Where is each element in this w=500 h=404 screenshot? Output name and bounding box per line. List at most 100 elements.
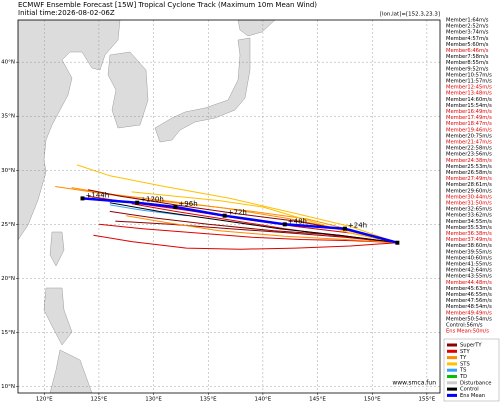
member-entry: Member13:48m/s <box>446 91 492 97</box>
ens-mean-point <box>395 240 400 245</box>
ens-mean-point <box>135 200 140 205</box>
time-label: +24h <box>348 222 367 230</box>
time-label: +96h <box>178 200 197 208</box>
member-entry: Member49:49m/s <box>446 310 492 316</box>
member-track <box>98 223 398 244</box>
legend-swatch <box>447 375 457 378</box>
japan <box>154 37 251 143</box>
member-entry: Member12:45m/s <box>446 85 492 91</box>
member-entry: Member6:46m/s <box>446 48 489 54</box>
luzon <box>43 287 73 346</box>
member-entry: Member39:55m/s <box>446 249 492 255</box>
member-track <box>109 204 187 217</box>
legend-label: SuperTY <box>460 343 482 349</box>
member-entry: Member10:57m/s <box>446 72 492 78</box>
legend-swatch <box>447 381 457 385</box>
member-entry: Member42:64m/s <box>446 268 492 274</box>
member-entry: Member44:48m/s <box>446 280 492 286</box>
korea <box>107 51 149 129</box>
legend-label: TY <box>459 355 467 361</box>
member-entry: Member7:58m/s <box>446 54 489 60</box>
member-entry: Member36:38m/s <box>446 231 492 237</box>
member-entry: Member40:60m/s <box>446 255 492 261</box>
y-tick-label: 10°N <box>1 384 15 390</box>
philippines-south <box>49 349 93 393</box>
legend-swatch <box>447 393 457 397</box>
member-entry: Member8:55m/s <box>446 60 489 66</box>
time-label: +120h <box>140 196 164 204</box>
member-entry: Member16:49m/s <box>446 109 492 115</box>
member-entry: Member24:38m/s <box>446 158 492 164</box>
legend-label: STY <box>460 349 470 355</box>
ens-mean-point <box>282 222 287 227</box>
member-entry: Member47:56m/s <box>446 298 492 304</box>
x-tick-label: 125°E <box>91 397 108 403</box>
member-entry: Member3:74m/s <box>446 30 489 36</box>
hokkaido <box>237 20 276 37</box>
member-entry: Member38:60m/s <box>446 243 492 249</box>
x-tick-label: 120°E <box>36 397 53 403</box>
x-tick-label: 145°E <box>309 397 326 403</box>
mainland <box>18 20 121 241</box>
map-area <box>18 20 440 393</box>
time-label: +144h <box>86 191 110 199</box>
member-entry: Member45:63m/s <box>446 286 492 292</box>
map-frame <box>17 19 441 394</box>
legend-label: Ens Mean <box>460 393 485 399</box>
member-track <box>131 191 398 244</box>
member-entry: Member29:60m/s <box>446 188 492 194</box>
member-entry: Control:56m/s <box>446 323 483 329</box>
member-entry: Member46:55m/s <box>446 292 492 298</box>
y-tick-label: 35°N <box>1 114 15 120</box>
legend-swatch <box>447 368 457 372</box>
member-entry: Member22:58m/s <box>446 146 492 152</box>
member-entry: Member50:54m/s <box>446 316 492 322</box>
member-entry: Member21:47m/s <box>446 140 492 146</box>
member-entry: Member41:55m/s <box>446 262 492 268</box>
member-entry: Member48:54m/s <box>446 304 492 310</box>
legend-label: STS <box>460 361 470 367</box>
member-entry: Member43:55m/s <box>446 274 492 280</box>
member-track <box>126 215 398 244</box>
time-label: +48h <box>288 217 307 225</box>
time-label: +72h <box>228 209 247 217</box>
legend-label: TS <box>459 368 466 374</box>
member-entry: Member1:64m/s <box>446 18 489 24</box>
member-entry: Member9:52m/s <box>446 66 489 72</box>
grid: 120°E 125°E 130°E 135°E 140°E 145°E 150°E 155°E… <box>1 20 440 403</box>
y-tick-label: 25°N <box>1 222 15 228</box>
y-tick-label: 30°N <box>1 168 15 174</box>
member-entry: Member17:49m/s <box>446 115 492 121</box>
legend: SuperTYSTYTYSTSTSTDDisturbanceControlEns… <box>447 343 491 399</box>
x-tick-label: 155°E <box>419 397 436 403</box>
legend-swatch <box>447 356 457 360</box>
member-list: Member1:64m/sMember2:52m/sMember3:74m/sM… <box>446 18 492 335</box>
y-tick-label: 20°N <box>1 276 15 282</box>
x-tick-label: 135°E <box>200 397 217 403</box>
ens-mean-point <box>342 226 347 231</box>
legend-label: Control <box>460 387 479 393</box>
member-entry: Member30:44m/s <box>446 194 492 200</box>
legend-swatch <box>447 349 457 353</box>
member-entry: Ens Mean:50m/s <box>446 329 489 335</box>
ens-mean-point <box>80 196 85 201</box>
member-track <box>76 164 398 244</box>
member-entry: Member18:47m/s <box>446 121 492 127</box>
member-entry: Member14:60m/s <box>446 97 492 103</box>
member-entry: Member34:55m/s <box>446 219 492 225</box>
subtitle: Initial time:2026-08-02-06Z <box>18 9 115 17</box>
x-tick-label: 150°E <box>364 397 381 403</box>
member-entry: Member35:53m/s <box>446 225 492 231</box>
member-entry: Member4:57m/s <box>446 36 489 42</box>
member-entry: Member5:60m/s <box>446 42 489 48</box>
member-entry: Member31:50m/s <box>446 201 492 207</box>
legend-label: Disturbance <box>460 380 491 386</box>
taiwan <box>49 231 65 267</box>
legend-swatch <box>447 387 457 391</box>
y-tick-label: 40°N <box>1 60 15 66</box>
member-entry: Member11:57m/s <box>446 79 492 85</box>
position-note: [lon,lat]=[152.3,23.3] <box>380 12 440 18</box>
member-entry: Member28:61m/s <box>446 182 492 188</box>
legend-label: TD <box>459 374 467 380</box>
